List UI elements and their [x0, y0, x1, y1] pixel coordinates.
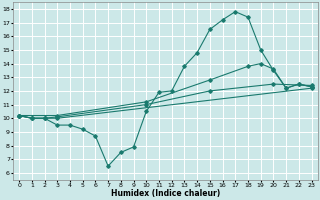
X-axis label: Humidex (Indice chaleur): Humidex (Indice chaleur) [111, 189, 220, 198]
